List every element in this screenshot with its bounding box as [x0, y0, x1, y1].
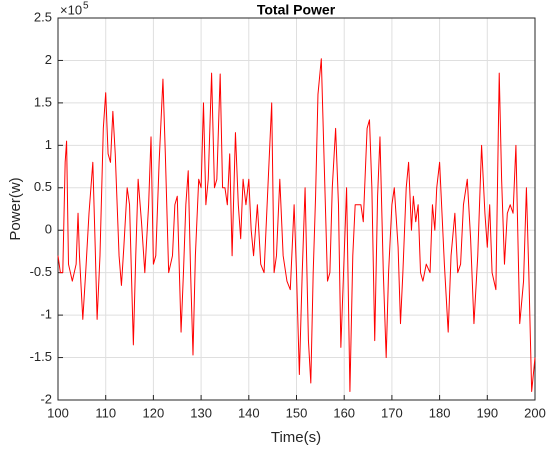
- y-tick-label: 2: [45, 52, 52, 67]
- y-tick-label: -1: [40, 307, 52, 322]
- x-tick-label: 180: [429, 405, 451, 420]
- y-tick-label: -1.5: [30, 349, 52, 364]
- x-tick-label: 160: [333, 405, 355, 420]
- x-tick-label: 130: [190, 405, 212, 420]
- y-tick-label: -2: [40, 391, 52, 406]
- y-tick-label: 0: [45, 222, 52, 237]
- x-tick-label: 140: [238, 405, 260, 420]
- y-multiplier-exponent: 5: [83, 1, 89, 12]
- x-tick-label: 120: [143, 405, 165, 420]
- y-tick-label: 0.5: [34, 179, 52, 194]
- x-tick-label: 110: [95, 405, 116, 420]
- x-tick-label: 100: [47, 405, 69, 420]
- x-tick-label: 170: [381, 405, 403, 420]
- y-axis-label: Power(w): [7, 177, 24, 240]
- axes-box: [57, 17, 536, 401]
- y-tick-label: 1: [45, 137, 52, 152]
- x-tick-label: 150: [286, 405, 308, 420]
- x-axis-label: Time(s): [271, 429, 321, 446]
- data-line: [57, 58, 536, 393]
- y-tick-label: -0.5: [30, 264, 52, 279]
- x-tick-label: 200: [524, 405, 546, 420]
- x-tick-label: 190: [476, 405, 498, 420]
- y-tick-label: 1.5: [34, 94, 52, 109]
- y-multiplier: ×10: [60, 2, 82, 17]
- chart-title: Total Power: [257, 2, 336, 18]
- y-tick-label: 2.5: [34, 9, 52, 24]
